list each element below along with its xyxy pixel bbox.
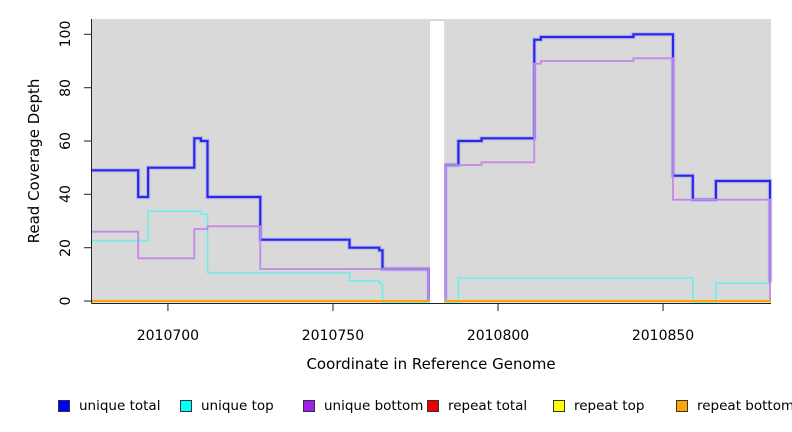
legend-swatch-icon: [427, 400, 439, 412]
y-axis-tick-label: 80: [58, 78, 74, 97]
x-axis-tick-label: 2010800: [466, 328, 530, 344]
y-axis-tick-label: 40: [58, 185, 74, 204]
y-axis-tick-label: 20: [58, 238, 74, 257]
legend-swatch-icon: [553, 400, 565, 412]
legend-label: repeat top: [574, 398, 645, 414]
legend-item-unique-bottom: unique bottom: [303, 397, 423, 415]
x-axis-tick-label: 2010700: [136, 328, 200, 344]
legend: unique total unique top unique bottom repea…: [0, 397, 792, 417]
x-axis-tick-label: 2010750: [301, 328, 365, 344]
legend-label: unique total: [79, 398, 161, 414]
no-data-gap-band: [430, 21, 445, 303]
legend-swatch-icon: [58, 400, 70, 412]
legend-item-unique-total: unique total: [58, 397, 160, 415]
legend-label: repeat total: [448, 398, 528, 414]
x-axis-tick-label: 2010850: [631, 328, 695, 344]
legend-label: unique bottom: [324, 398, 424, 414]
y-axis-tick-label: 60: [58, 132, 74, 150]
legend-label: repeat bottom: [697, 398, 792, 414]
x-axis-title: Coordinate in Reference Genome: [306, 355, 556, 373]
legend-item-repeat-total: repeat total: [427, 397, 527, 415]
y-axis-tick-label: 100: [58, 20, 74, 48]
legend-item-unique-top: unique top: [180, 397, 274, 415]
legend-swatch-icon: [303, 400, 315, 412]
y-axis-tick-label: 0: [58, 296, 74, 306]
legend-swatch-icon: [676, 400, 688, 412]
series-line-unique-top: [92, 210, 771, 303]
legend-swatch-icon: [180, 400, 192, 412]
legend-item-repeat-bottom: repeat bottom: [676, 397, 792, 415]
legend-item-repeat-top: repeat top: [553, 397, 644, 415]
y-axis-title: Read Coverage Depth: [25, 78, 43, 244]
legend-label: unique top: [201, 398, 274, 414]
series-line-unique-bottom: [92, 57, 771, 302]
